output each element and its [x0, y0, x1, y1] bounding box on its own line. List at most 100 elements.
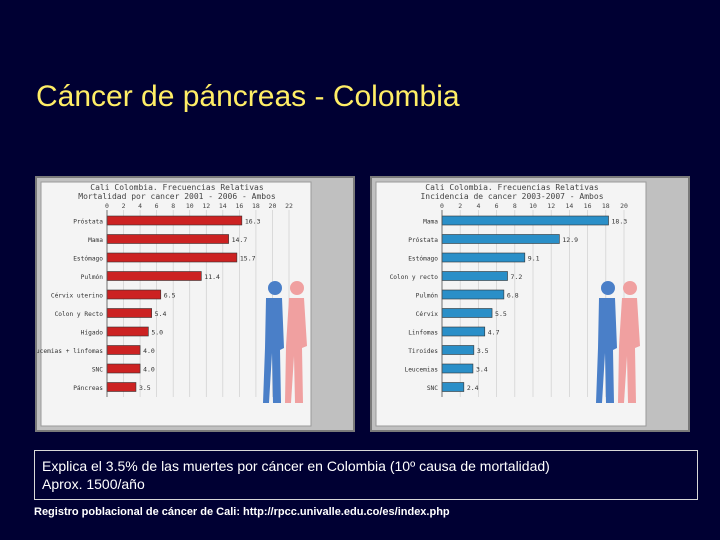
- x-tick-label: 18: [252, 202, 260, 210]
- x-tick-label: 16: [584, 202, 592, 210]
- bar-value-label: 3.5: [477, 347, 489, 355]
- category-label: Estómago: [73, 255, 103, 263]
- bar: [441, 326, 486, 337]
- bar: [106, 363, 141, 374]
- female-body: [285, 298, 307, 403]
- bar: [441, 289, 505, 300]
- bar-value-label: 3.4: [476, 366, 488, 374]
- category-label: Pulmón: [81, 273, 104, 281]
- bar: [106, 252, 238, 263]
- x-tick-label: 2: [458, 202, 462, 210]
- male-body: [596, 298, 617, 403]
- bar-value-label: 7.2: [511, 273, 523, 281]
- bar: [106, 215, 243, 226]
- mortality-chart: Cali Colombia. Frecuencias RelativasMort…: [37, 181, 312, 427]
- bar: [441, 234, 560, 244]
- bar-value-label: 15.7: [240, 255, 256, 263]
- x-tick-label: 4: [138, 202, 142, 210]
- category-label: Mama: [88, 237, 103, 244]
- male-head: [268, 281, 282, 295]
- x-tick-label: 14: [565, 202, 573, 210]
- caption-box: Explica el 3.5% de las muertes por cánce…: [34, 450, 698, 500]
- human-silhouettes-illustration: [596, 281, 640, 403]
- bar: [106, 271, 202, 281]
- x-tick-label: 8: [171, 202, 175, 210]
- caption-line-1: Explica el 3.5% de las muertes por cánce…: [42, 458, 550, 474]
- chart-title-line1: Cali Colombia. Frecuencias Relativas: [425, 183, 599, 192]
- category-label: Linfomas: [408, 330, 438, 337]
- bar-value-label: 5.0: [151, 329, 163, 337]
- human-silhouettes-illustration: [263, 281, 307, 403]
- caption-line-2: Aprox. 1500/año: [42, 476, 145, 492]
- x-tick-label: 16: [235, 202, 243, 210]
- x-tick-label: 6: [495, 202, 499, 210]
- bar: [441, 271, 508, 281]
- category-label: Mama: [423, 219, 438, 226]
- bar-value-label: 12.9: [562, 236, 578, 244]
- x-tick-label: 4: [476, 202, 480, 210]
- x-tick-label: 6: [155, 202, 159, 210]
- category-label: Leucemias: [404, 367, 438, 374]
- category-label: Colon y Recto: [55, 311, 104, 318]
- category-label: Pulmón: [416, 292, 439, 300]
- x-tick-label: 20: [269, 202, 277, 210]
- bar: [441, 345, 475, 355]
- female-body: [618, 298, 640, 403]
- x-tick-label: 10: [186, 202, 194, 210]
- bar: [106, 345, 141, 355]
- source-citation: Registro poblacional de cáncer de Cali: …: [34, 506, 450, 518]
- category-label: Hígado: [81, 329, 104, 337]
- incidence-chart-panel: Cali Colombia. Frecuencias Relativas Inci…: [370, 176, 690, 432]
- bar-value-label: 5.5: [495, 310, 507, 318]
- bar-value-label: 2.4: [467, 384, 479, 392]
- bar-value-label: 9.1: [528, 255, 540, 263]
- bar-value-label: 5.4: [155, 310, 167, 318]
- category-label: SNC: [92, 367, 103, 374]
- x-tick-label: 8: [513, 202, 517, 210]
- category-label: Leucemias + linfomas: [37, 348, 103, 355]
- x-tick-label: 14: [219, 202, 227, 210]
- bar-value-label: 4.7: [488, 329, 500, 337]
- bar: [441, 308, 493, 318]
- male-body: [263, 298, 284, 403]
- bar-value-label: 16.3: [245, 218, 261, 226]
- category-label: Cérvix uterino: [51, 292, 103, 300]
- bar-value-label: 3.5: [139, 384, 151, 392]
- category-label: Colon y recto: [390, 274, 439, 281]
- bar-value-label: 11.4: [204, 273, 220, 281]
- chart-title-line1: Cali Colombia. Frecuencias Relativas: [90, 183, 264, 192]
- bar: [106, 289, 162, 300]
- bar: [106, 308, 152, 318]
- bar-value-label: 6.8: [507, 292, 519, 300]
- x-tick-label: 22: [285, 202, 293, 210]
- category-label: Próstata: [73, 218, 103, 226]
- x-tick-label: 0: [105, 202, 109, 210]
- bar: [441, 363, 474, 374]
- bar: [441, 252, 526, 263]
- x-tick-label: 12: [547, 202, 555, 210]
- bar: [106, 234, 229, 244]
- x-tick-label: 10: [529, 202, 537, 210]
- category-label: SNC: [427, 385, 438, 392]
- bar: [106, 382, 137, 392]
- chart-title-line2: Incidencia de cancer 2003-2007 - Ambos: [420, 192, 603, 201]
- chart-title-line2: Mortalidad por cancer 2001 - 2006 - Ambo…: [78, 192, 276, 201]
- category-label: Tiroides: [408, 348, 438, 355]
- bar-value-label: 14.7: [232, 236, 248, 244]
- bar-value-label: 4.0: [143, 366, 155, 374]
- female-head: [290, 281, 304, 295]
- male-head: [601, 281, 615, 295]
- slide-title: Cáncer de páncreas - Colombia: [36, 80, 460, 113]
- bar: [441, 382, 465, 392]
- bar-value-label: 4.0: [143, 347, 155, 355]
- x-tick-label: 0: [440, 202, 444, 210]
- bar: [441, 215, 609, 226]
- category-label: Páncreas: [73, 384, 103, 392]
- incidence-chart: Cali Colombia. Frecuencias RelativasInci…: [375, 181, 647, 427]
- bar: [106, 326, 149, 337]
- category-label: Próstata: [408, 236, 438, 244]
- female-head: [623, 281, 637, 295]
- category-label: Cérvix: [416, 310, 439, 318]
- category-label: Estómago: [408, 255, 438, 263]
- x-tick-label: 18: [602, 202, 610, 210]
